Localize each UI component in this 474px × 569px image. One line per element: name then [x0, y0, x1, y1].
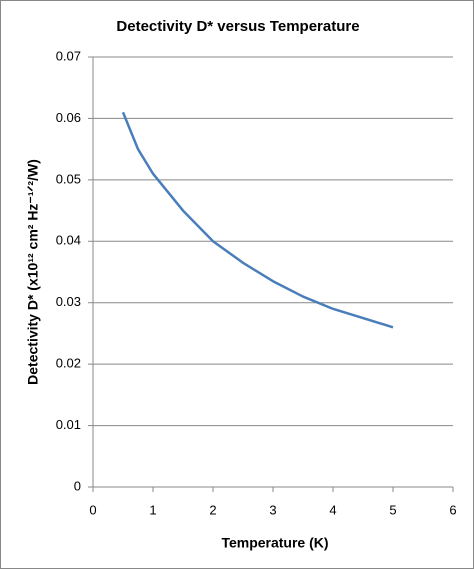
x-tick-label: 5 — [389, 502, 396, 517]
y-tick-label: 0.01 — [56, 417, 81, 432]
y-tick-label: 0.03 — [56, 294, 81, 309]
x-axis-title: Temperature (K) — [221, 535, 328, 551]
x-tick-label: 1 — [149, 502, 156, 517]
y-axis-title: Detectivity D* (x10¹² cm² Hz⁻¹ᐟ²/W) — [25, 159, 41, 385]
chart-title: Detectivity D* versus Temperature — [116, 18, 359, 35]
y-tick-label: 0.06 — [56, 110, 81, 125]
y-tick-label: 0.02 — [56, 356, 81, 371]
x-tick-label: 4 — [329, 502, 336, 517]
data-line — [121, 111, 394, 329]
y-tick-label: 0 — [74, 478, 81, 493]
y-tick-label: 0.07 — [56, 48, 81, 63]
y-tick-label: 0.04 — [56, 233, 81, 248]
x-tick-label: 3 — [269, 502, 276, 517]
x-tick-label: 0 — [89, 502, 96, 517]
x-tick-label: 6 — [449, 502, 456, 517]
x-tick-label: 2 — [209, 502, 216, 517]
y-tick-label: 0.05 — [56, 171, 81, 186]
